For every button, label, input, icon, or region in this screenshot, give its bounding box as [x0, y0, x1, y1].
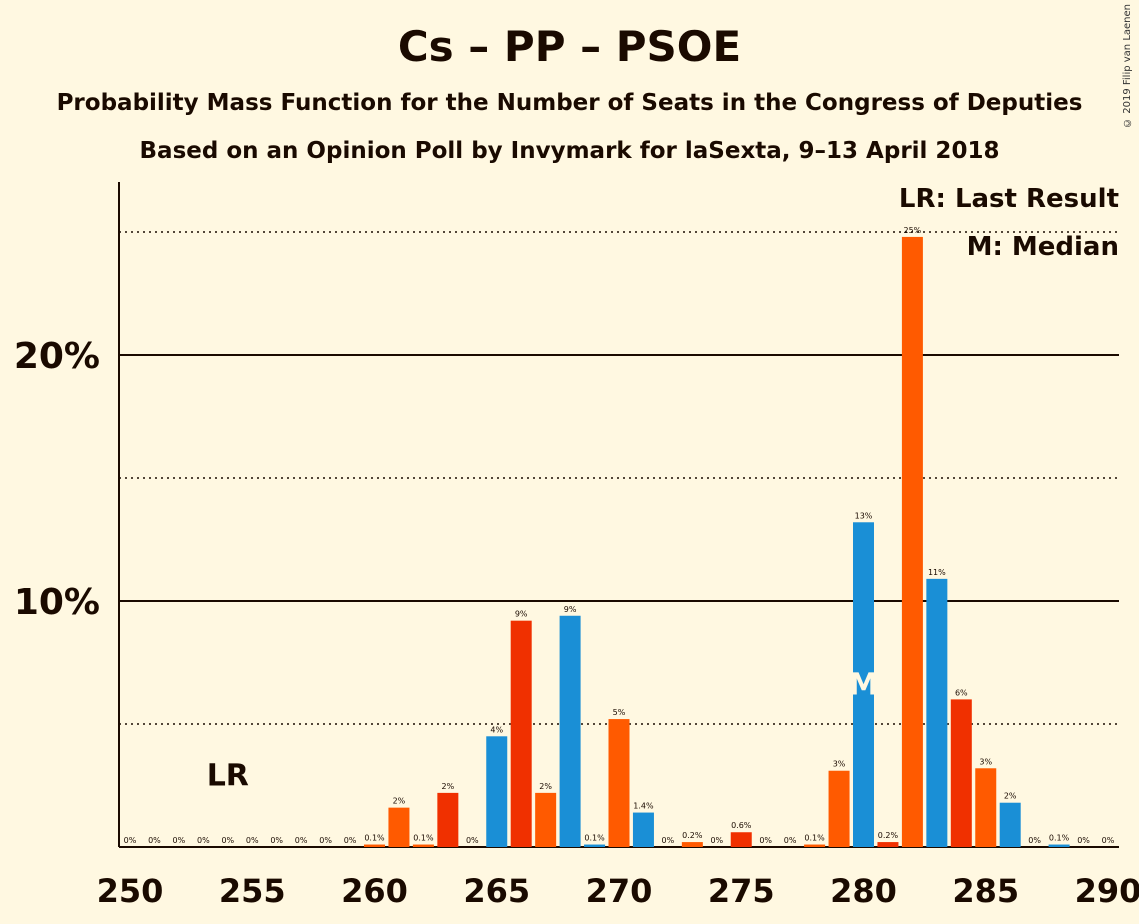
bar-value-label: 9% — [564, 605, 577, 614]
bar-value-label: 0% — [319, 836, 332, 845]
bar-seat-263 — [437, 792, 459, 847]
bar-value-label: 0% — [173, 836, 186, 845]
bar-value-label: 0.1% — [584, 834, 605, 843]
bar-value-label: 0.2% — [682, 831, 703, 840]
bar-value-label: 0% — [466, 836, 479, 845]
bar-seat-266 — [510, 620, 532, 847]
bar-value-label: 1.4% — [633, 802, 654, 811]
bar-value-label: 0% — [148, 836, 161, 845]
legend-median: M: Median — [966, 232, 1119, 262]
chart-source: Based on an Opinion Poll by Invymark for… — [139, 138, 1000, 164]
bar-value-label: 0% — [124, 836, 137, 845]
bar-value-label: 0.2% — [878, 831, 899, 840]
bar-value-label: 0% — [270, 836, 283, 845]
bar-value-label: 2% — [441, 782, 454, 791]
x-tick-label: 285 — [952, 872, 1019, 910]
bar-seat-273 — [681, 842, 703, 847]
y-tick-label: 10% — [14, 582, 100, 623]
bar-value-label: 0% — [344, 836, 357, 845]
chart-title: Cs – PP – PSOE — [397, 22, 742, 71]
bar-value-label: 2% — [393, 797, 406, 806]
bar-value-label: 0% — [295, 836, 308, 845]
last-result-marker: LR — [207, 759, 249, 794]
bar-seat-282 — [901, 236, 923, 848]
bar-seat-265 — [486, 736, 508, 847]
bar-seat-269 — [584, 844, 606, 847]
bar-value-label: 0% — [197, 836, 210, 845]
bar-value-label: 0.1% — [804, 834, 825, 843]
bar-value-label: 4% — [490, 725, 503, 734]
bar-value-label: 6% — [955, 688, 968, 697]
bar-seat-288 — [1048, 844, 1070, 847]
legend-last-result: LR: Last Result — [898, 184, 1119, 214]
bar-seat-281 — [877, 842, 899, 847]
bar-value-label: 0% — [221, 836, 234, 845]
bar-value-label: 0% — [759, 836, 772, 845]
bar-value-label: 13% — [855, 511, 873, 520]
x-tick-label: 260 — [341, 872, 408, 910]
bar-value-label: 0% — [1102, 836, 1115, 845]
bar-seat-261 — [388, 807, 410, 847]
bar-value-label: 0% — [710, 836, 723, 845]
bar-value-label: 9% — [515, 610, 528, 619]
x-tick-label: 255 — [219, 872, 286, 910]
x-tick-label: 265 — [463, 872, 530, 910]
bar-seat-262 — [412, 844, 434, 847]
bar-value-label: 3% — [979, 757, 992, 766]
bar-value-label: 0.6% — [731, 821, 752, 830]
bar-value-label: 0.1% — [364, 834, 385, 843]
bar-seat-280 — [853, 522, 874, 847]
bar-seat-284 — [950, 699, 972, 847]
x-tick-label: 250 — [97, 872, 164, 910]
bar-value-label: 0% — [662, 836, 675, 845]
bar-seat-286 — [999, 802, 1021, 847]
bar-value-label: 3% — [833, 760, 846, 769]
bar-seat-271 — [632, 812, 654, 847]
x-tick-label: 290 — [1075, 872, 1139, 910]
bar-value-label: 25% — [904, 226, 922, 235]
bar-seat-283 — [926, 578, 948, 847]
y-tick-label: 20% — [14, 336, 100, 377]
median-marker: M — [849, 667, 879, 702]
x-tick-label: 280 — [830, 872, 897, 910]
bar-value-label: 0% — [784, 836, 797, 845]
bar-value-label: 0% — [1028, 836, 1041, 845]
x-tick-label: 270 — [586, 872, 653, 910]
bar-value-label: 11% — [928, 568, 946, 577]
chart-subtitle: Probability Mass Function for the Number… — [56, 90, 1083, 116]
bar-value-label: 2% — [539, 782, 552, 791]
bar-seat-278 — [804, 844, 826, 847]
bar-seat-285 — [975, 768, 997, 847]
bar-value-label: 2% — [1004, 792, 1017, 801]
bar-value-label: 0.1% — [1049, 834, 1070, 843]
bar-seat-260 — [364, 844, 385, 847]
bar-seat-270 — [608, 719, 630, 847]
bar-value-label: 5% — [613, 708, 626, 717]
bar-value-label: 0.1% — [413, 834, 434, 843]
bar-seat-267 — [535, 792, 557, 847]
bar-seat-268 — [559, 615, 581, 847]
x-tick-label: 275 — [708, 872, 775, 910]
bar-value-label: 0% — [1077, 836, 1090, 845]
bar-seat-279 — [828, 770, 850, 847]
bar-value-label: 0% — [246, 836, 259, 845]
bar-seat-275 — [730, 832, 752, 847]
